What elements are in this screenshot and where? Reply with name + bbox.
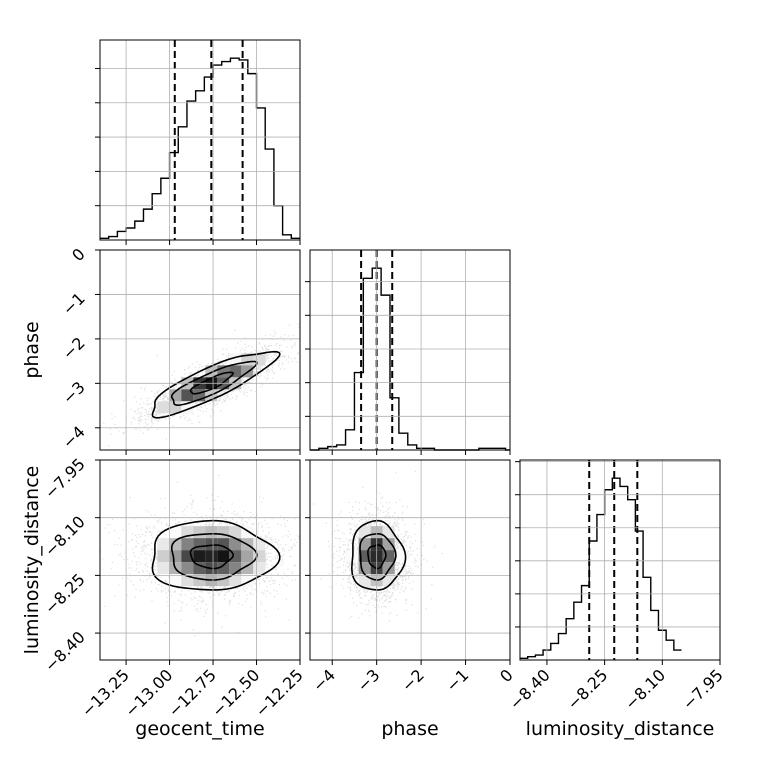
label-layer: −13.25−13.00−12.75−12.50−12.25geocent_ti… bbox=[21, 244, 727, 740]
density-cell bbox=[169, 574, 182, 587]
contour-line bbox=[350, 519, 407, 591]
x-tick-label: −7.95 bbox=[679, 665, 727, 713]
density-cell bbox=[157, 562, 170, 575]
panel-frame bbox=[99, 459, 301, 661]
x-tick-label: −8.10 bbox=[621, 665, 669, 713]
contour-line bbox=[367, 544, 387, 570]
y-tick-label: −8.10 bbox=[41, 512, 89, 560]
y-tick-label: −3 bbox=[59, 378, 89, 408]
density-cell bbox=[253, 562, 266, 575]
panel-frame bbox=[309, 459, 511, 661]
x-tick-label: −2 bbox=[398, 665, 428, 695]
density-cell bbox=[229, 574, 242, 587]
x-tick-label: −3 bbox=[353, 665, 383, 695]
x-tick-label: −12.25 bbox=[252, 665, 307, 720]
x-tick-label: −12.50 bbox=[208, 665, 263, 720]
density-cell bbox=[169, 526, 182, 539]
y-tick-label: 0 bbox=[68, 244, 89, 265]
x-tick-label: −13.00 bbox=[121, 665, 176, 720]
density-cell bbox=[193, 550, 206, 563]
y-axis-label: luminosity_distance bbox=[21, 466, 43, 655]
y-tick-label: −8.40 bbox=[41, 627, 89, 675]
contour-line bbox=[189, 544, 235, 570]
density-cell bbox=[169, 550, 182, 563]
panel-frame bbox=[519, 459, 721, 661]
density-cell bbox=[193, 562, 206, 575]
contour-line bbox=[151, 350, 281, 419]
y-axis-label: phase bbox=[21, 321, 43, 378]
panel-frame bbox=[99, 249, 301, 451]
density-cell bbox=[205, 538, 218, 551]
density-geocent-time-phase bbox=[100, 323, 300, 447]
x-tick-label: −1 bbox=[442, 665, 472, 695]
histogram-luminosity-distance bbox=[520, 477, 682, 660]
contour-line bbox=[170, 360, 258, 407]
x-tick-label: −13.25 bbox=[78, 665, 133, 720]
density-cell bbox=[193, 574, 206, 587]
contour-line bbox=[151, 519, 281, 591]
density-cell bbox=[157, 401, 170, 414]
density-cell bbox=[217, 550, 230, 563]
panel-frame bbox=[309, 249, 511, 451]
x-tick-label: −8.25 bbox=[563, 665, 611, 713]
density-cell bbox=[157, 550, 170, 563]
panel-frame bbox=[99, 39, 301, 241]
density-cell bbox=[358, 574, 371, 587]
density-cell bbox=[205, 550, 218, 563]
density-cell bbox=[394, 550, 407, 563]
frame-layer bbox=[95, 39, 721, 665]
x-axis-label: geocent_time bbox=[135, 718, 264, 740]
density-phase-luminosity-distance bbox=[313, 470, 443, 622]
y-tick-label: −8.25 bbox=[41, 570, 89, 618]
density-cell bbox=[181, 538, 194, 551]
x-tick-label: −4 bbox=[309, 665, 339, 695]
density-geocent-time-luminosity-distance bbox=[100, 474, 300, 647]
x-tick-label: 0 bbox=[496, 665, 517, 686]
density-cell bbox=[382, 538, 395, 551]
density-cell bbox=[229, 526, 242, 539]
density-cell bbox=[229, 538, 242, 551]
density-layer bbox=[100, 323, 443, 647]
y-tick-label: −2 bbox=[59, 333, 89, 363]
density-cell bbox=[241, 550, 254, 563]
density-cell bbox=[193, 526, 206, 539]
density-cell bbox=[205, 526, 218, 539]
density-cell bbox=[241, 562, 254, 575]
y-tick-label: −7.95 bbox=[41, 454, 89, 502]
density-cell bbox=[217, 562, 230, 575]
histogram-geocent-time bbox=[100, 57, 300, 239]
density-cell bbox=[169, 401, 182, 414]
density-cell bbox=[157, 538, 170, 551]
density-cell bbox=[217, 526, 230, 539]
x-tick-label: −12.75 bbox=[165, 665, 220, 720]
y-tick-label: −4 bbox=[59, 422, 89, 452]
y-tick-label: −1 bbox=[59, 289, 89, 319]
x-axis-label: luminosity_distance bbox=[526, 718, 715, 740]
x-tick-label: −8.40 bbox=[506, 665, 554, 713]
x-axis-label: phase bbox=[381, 718, 438, 740]
histogram-phase bbox=[310, 267, 510, 451]
density-cell bbox=[181, 389, 194, 402]
density-cell bbox=[181, 562, 194, 575]
